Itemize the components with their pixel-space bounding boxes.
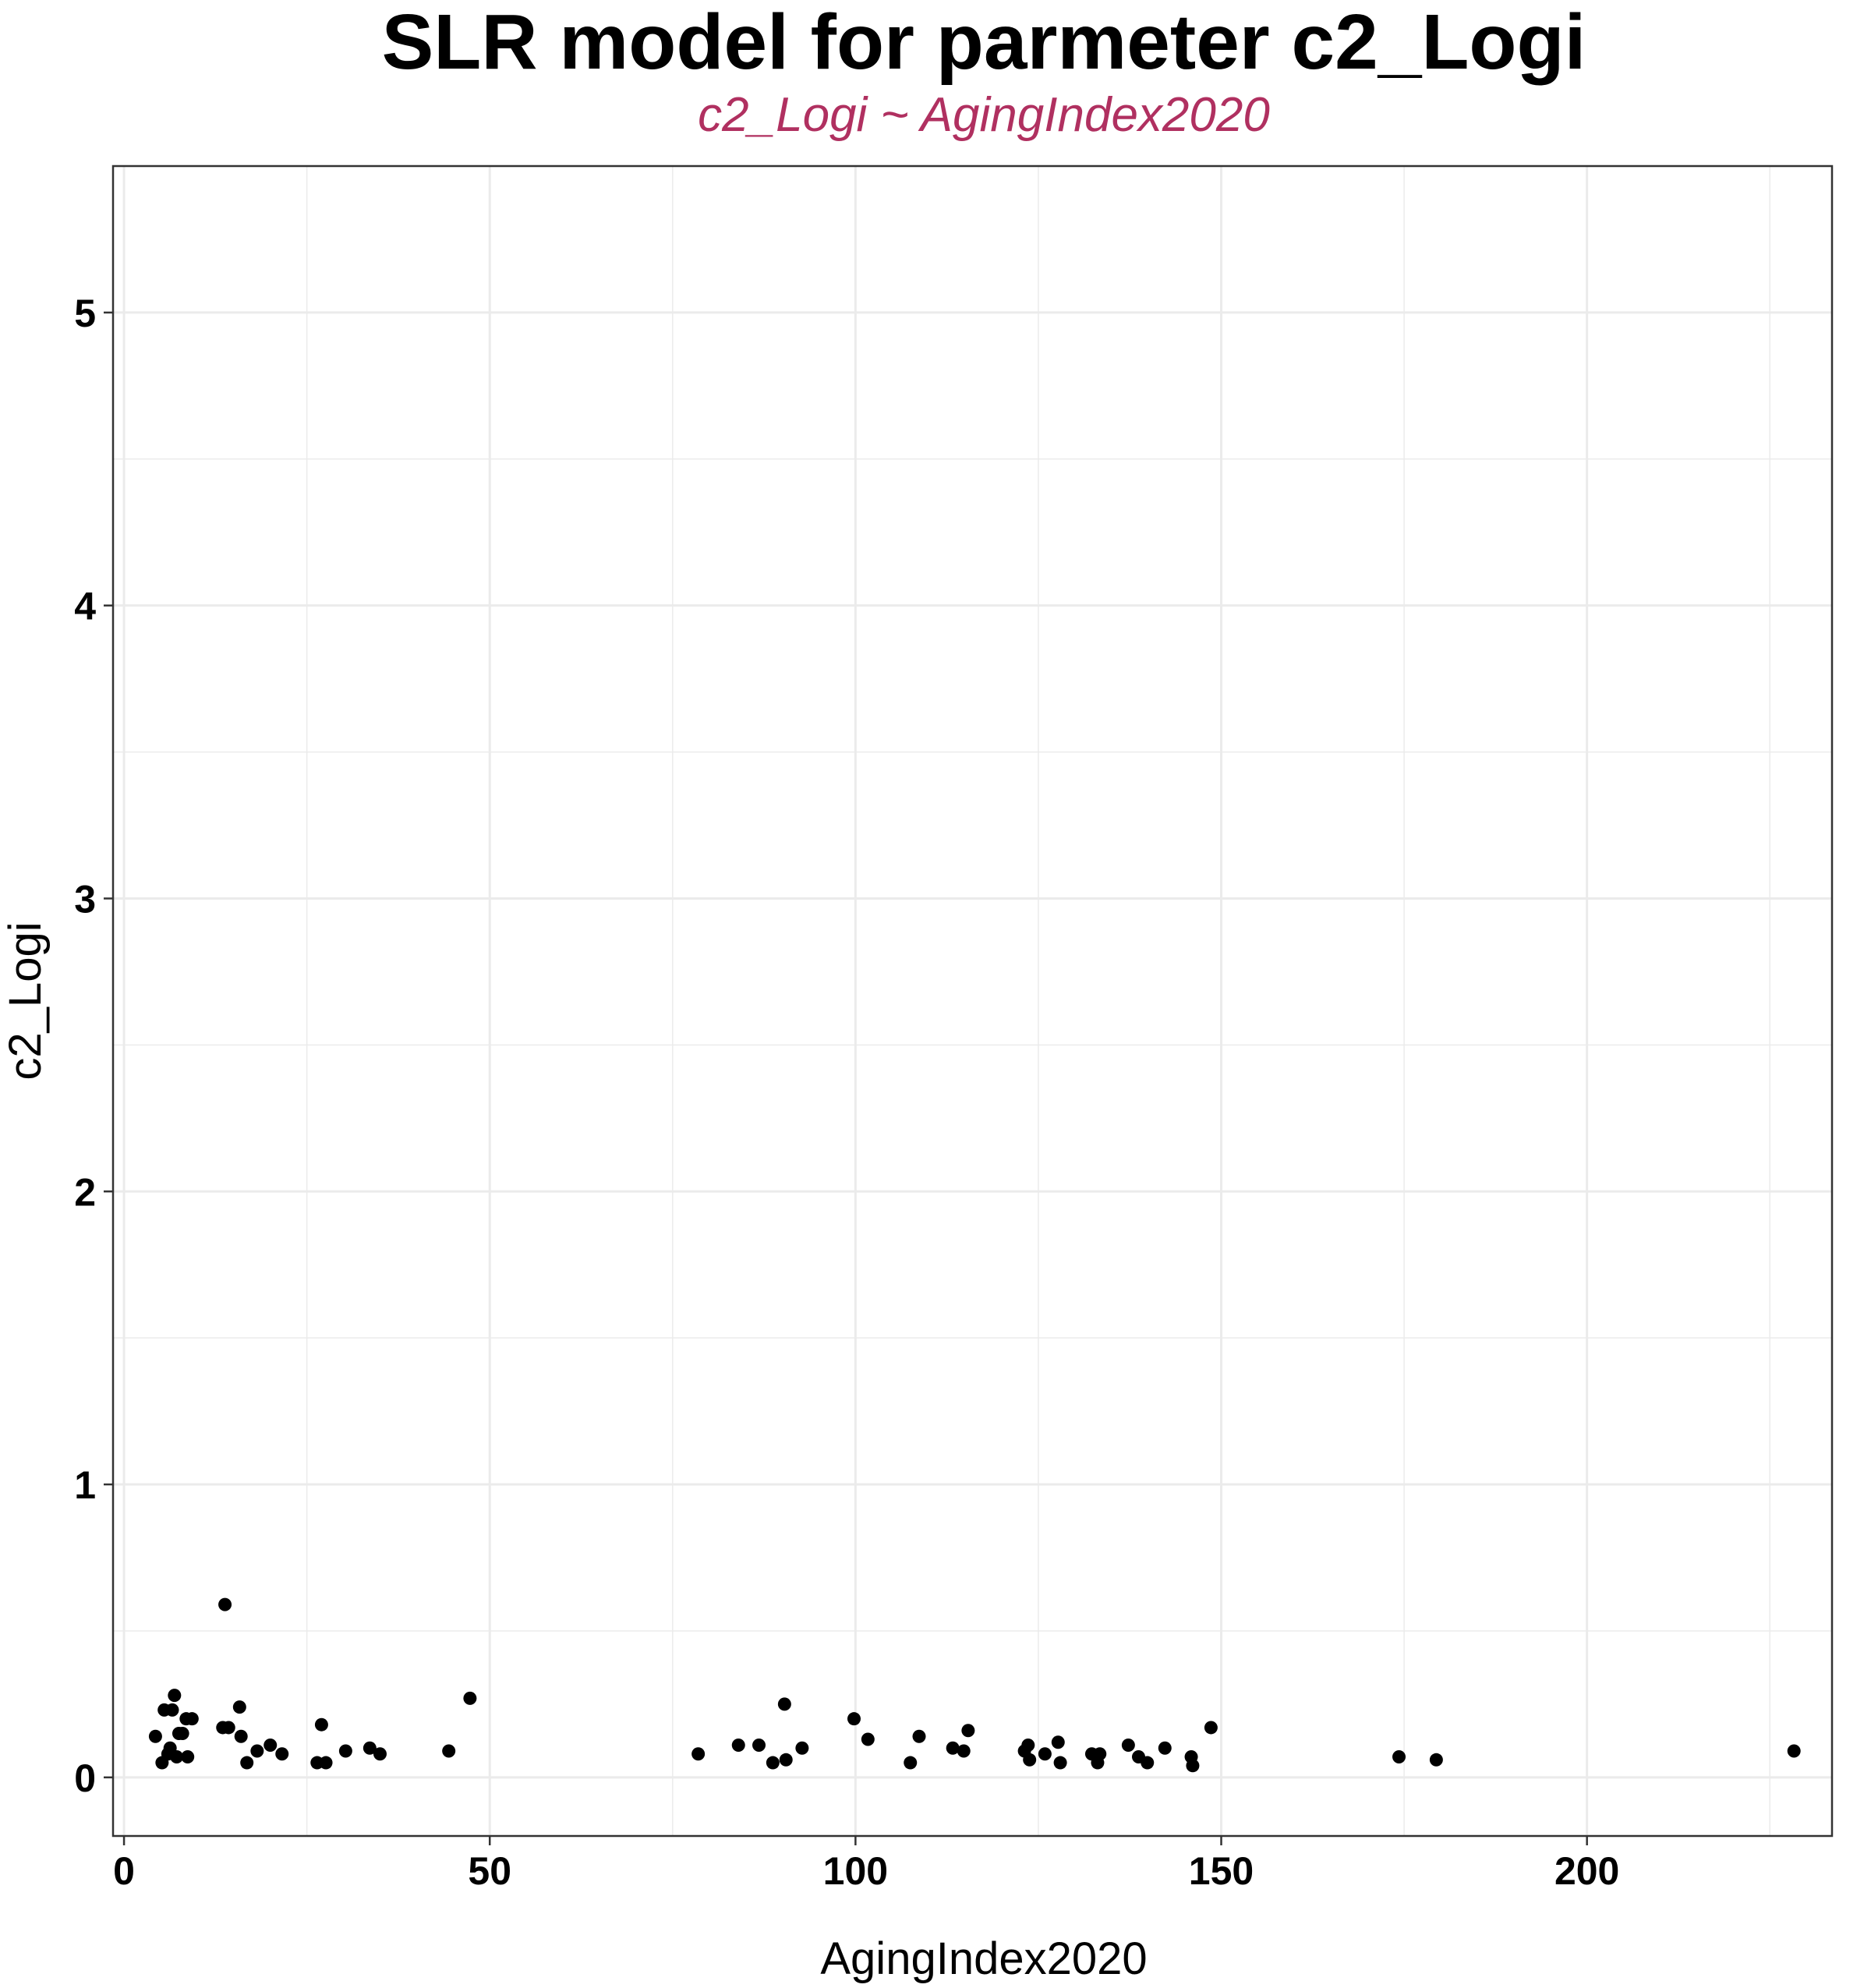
data-point <box>961 1724 975 1738</box>
data-point <box>234 1729 248 1743</box>
data-point <box>752 1739 766 1753</box>
y-axis: 0 1 2 3 4 5 <box>74 292 113 1800</box>
data-point <box>148 1729 162 1743</box>
data-point <box>1021 1739 1035 1753</box>
data-point <box>1038 1747 1052 1761</box>
data-point <box>319 1756 333 1770</box>
data-point <box>779 1753 793 1767</box>
y-tick-label: 5 <box>74 292 96 335</box>
data-point <box>1204 1721 1218 1735</box>
panel-border <box>111 164 1834 1838</box>
data-point <box>1051 1735 1065 1749</box>
y-tick-label: 0 <box>74 1756 96 1800</box>
data-point <box>1429 1753 1443 1767</box>
data-point <box>904 1756 918 1770</box>
y-tick-label: 1 <box>74 1463 96 1507</box>
data-point <box>263 1739 278 1753</box>
data-point <box>766 1756 780 1770</box>
x-tick-label: 150 <box>1189 1849 1254 1893</box>
chart-title: SLR model for parmeter c2_Logi <box>382 0 1586 86</box>
data-point <box>795 1741 809 1755</box>
y-tick-label: 4 <box>74 585 96 628</box>
data-point <box>373 1747 387 1761</box>
data-point <box>1186 1759 1200 1773</box>
x-axis: 0 50 100 150 200 <box>113 1836 1619 1893</box>
data-point <box>463 1691 477 1705</box>
chart-subtitle: c2_Logi ~ AgingIndex2020 <box>698 88 1270 142</box>
data-point <box>957 1744 971 1758</box>
data-point <box>946 1741 960 1755</box>
x-tick-label: 200 <box>1554 1849 1619 1893</box>
data-point <box>1093 1747 1107 1761</box>
y-tick-label: 3 <box>74 877 96 921</box>
data-point <box>314 1717 328 1732</box>
y-tick-label: 2 <box>74 1170 96 1214</box>
data-point <box>777 1697 791 1711</box>
data-point <box>847 1712 861 1726</box>
data-point <box>170 1750 184 1764</box>
data-point <box>861 1732 875 1746</box>
data-point <box>240 1756 254 1770</box>
data-point <box>1392 1750 1406 1764</box>
data-point <box>338 1744 352 1758</box>
y-axis-title: c2_Logi <box>0 921 51 1080</box>
x-tick-label: 100 <box>823 1849 888 1893</box>
data-point <box>275 1747 289 1761</box>
data-point <box>1121 1739 1135 1753</box>
data-point <box>250 1744 264 1758</box>
gridlines <box>113 166 1832 1836</box>
data-point <box>1787 1744 1801 1758</box>
x-tick-label: 0 <box>113 1849 135 1893</box>
x-axis-title: AgingIndex2020 <box>820 1933 1147 1984</box>
data-point <box>442 1744 456 1758</box>
plot-panel <box>113 166 1832 1836</box>
data-point <box>1141 1756 1155 1770</box>
data-point <box>165 1703 179 1717</box>
data-point <box>168 1689 182 1703</box>
data-point <box>232 1700 246 1714</box>
data-point <box>1053 1756 1067 1770</box>
data-point <box>218 1597 232 1611</box>
data-point <box>1023 1753 1037 1767</box>
data-point <box>175 1726 189 1740</box>
data-point <box>1158 1741 1172 1755</box>
data-point <box>181 1750 195 1764</box>
data-point <box>731 1739 745 1753</box>
data-point <box>912 1729 926 1743</box>
data-points <box>148 1597 1801 1773</box>
data-point <box>363 1741 377 1755</box>
x-tick-label: 50 <box>468 1849 511 1893</box>
data-point <box>221 1721 235 1735</box>
data-point <box>691 1747 706 1761</box>
data-point <box>185 1712 199 1726</box>
